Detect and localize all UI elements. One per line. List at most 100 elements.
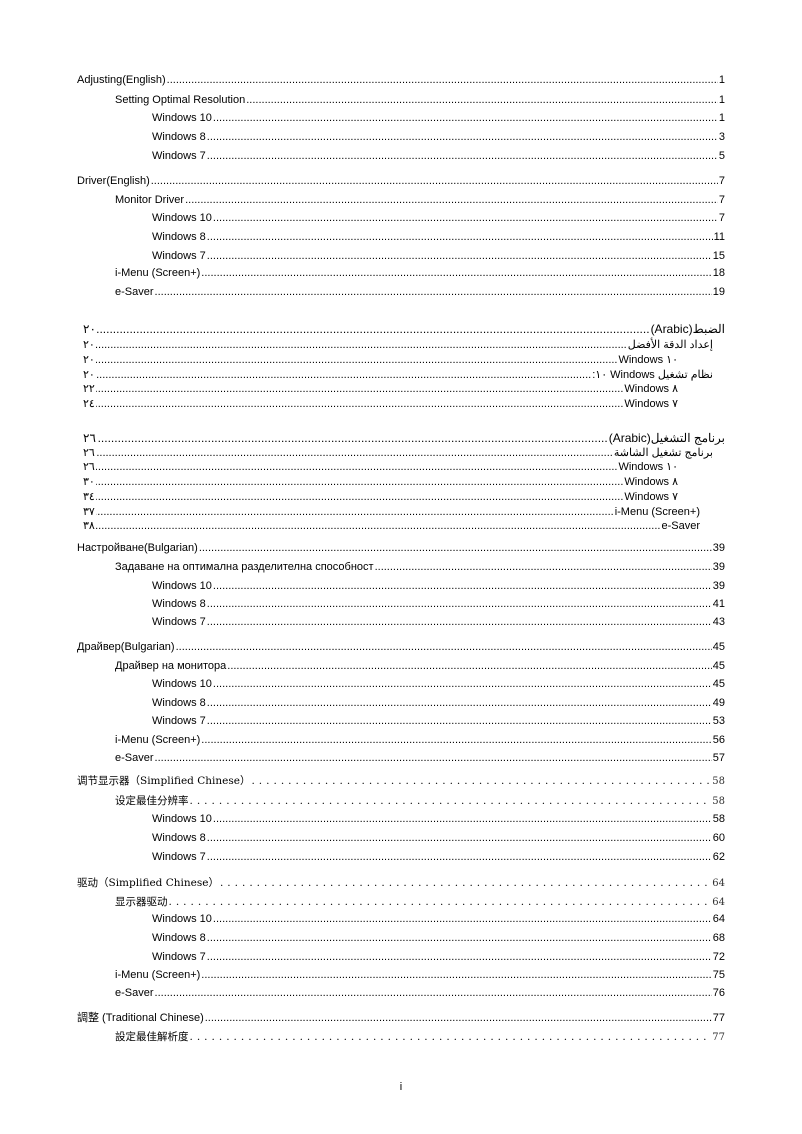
toc-entry-page: 64 xyxy=(712,878,725,889)
toc-entry[interactable]: Windows 7 62 xyxy=(152,850,725,864)
toc-entry[interactable]: (Arabic)برنامج التشغيل ٢٦ xyxy=(83,431,725,445)
toc-entry[interactable]: Windows 7 5 xyxy=(152,149,725,163)
dot-leader xyxy=(96,490,624,504)
toc-entry[interactable]: Windows 8 68 xyxy=(152,931,725,945)
toc-entry[interactable]: Windows 10 1 xyxy=(152,111,725,125)
toc-entry-title: إعداد الدقة الأفضل xyxy=(627,339,713,351)
toc-entry-page: 1 xyxy=(718,94,725,106)
toc-entry-page: 15 xyxy=(712,250,725,262)
toc-entry-page: 45 xyxy=(712,678,725,690)
toc-entry-title: Driver(English) xyxy=(77,175,150,187)
toc-entry[interactable]: (Arabic)الضبط ٢٠ xyxy=(83,322,725,336)
toc-entry-title: Windows 7 xyxy=(152,715,206,727)
toc-entry[interactable]: i-Menu (Screen+) 18 xyxy=(115,266,725,280)
toc-entry[interactable]: Windows ٨ ٣٠ xyxy=(83,475,678,489)
dot-leader xyxy=(207,230,713,244)
toc-entry[interactable]: 調整 (Traditional Chinese) 77 xyxy=(77,1011,725,1025)
toc-entry-page: 19 xyxy=(712,286,725,298)
toc-entry[interactable]: Windows ١٠ ٢٦ xyxy=(83,460,678,474)
toc-entry-title: Windows 10 xyxy=(152,678,212,690)
page-number: i xyxy=(399,1081,403,1093)
toc-entry[interactable]: نظام تشغيل Windows ١٠: ٢٠ xyxy=(83,368,713,382)
toc-entry[interactable]: Windows ٨ ٢٢ xyxy=(83,382,678,396)
toc-entry[interactable]: برنامج تشغيل الشاشة ٢٦ xyxy=(83,446,713,460)
toc-entry[interactable]: Windows 8 41 xyxy=(152,597,725,611)
toc-entry[interactable]: Задаване на оптимална разделителна спосо… xyxy=(115,560,725,574)
dot-leader xyxy=(151,174,718,188)
dot-leader xyxy=(190,794,712,808)
toc-entry[interactable]: e-Saver 57 xyxy=(115,751,725,765)
toc-entry[interactable]: i-Menu (Screen+) ٣٧ xyxy=(83,505,700,519)
toc-entry[interactable]: 驱动（Simplified Chinese） 64 xyxy=(77,876,725,891)
dot-leader xyxy=(96,338,627,352)
toc-entry[interactable]: Windows ٧ ٢٤ xyxy=(83,397,678,411)
toc-entry[interactable]: Windows ١٠ ٢٠ xyxy=(83,353,678,367)
toc-entry[interactable]: e-Saver ٣٨ xyxy=(83,519,700,533)
toc-entry-title: i-Menu (Screen+) xyxy=(115,969,201,981)
dot-leader xyxy=(169,895,712,909)
toc-entry-page: ٢٤ xyxy=(83,398,95,410)
dot-leader xyxy=(96,519,661,533)
toc-entry[interactable]: 显示器驱动 64 xyxy=(115,895,725,910)
toc-entry-title: 显示器驱动 xyxy=(115,896,168,908)
toc-entry-page: ٢٠ xyxy=(83,354,95,366)
toc-entry[interactable]: Driver(English) 7 xyxy=(77,174,725,188)
toc-entry[interactable]: e-Saver 19 xyxy=(115,285,725,299)
dot-leader xyxy=(207,615,712,629)
toc-entry-page: ٣٤ xyxy=(83,491,95,503)
toc-entry-title: e-Saver xyxy=(115,286,154,298)
toc-entry[interactable]: 設定最佳解析度 77 xyxy=(115,1030,725,1045)
toc-entry[interactable]: 调节显示器（Simplified Chinese） 58 xyxy=(77,774,725,789)
toc-entry[interactable]: Настройване(Bulgarian) 39 xyxy=(77,541,725,555)
toc-entry[interactable]: Setting Optimal Resolution 1 xyxy=(115,93,725,107)
toc-entry[interactable]: Windows 10 58 xyxy=(152,812,725,826)
toc-entry-page: 57 xyxy=(712,752,725,764)
dot-leader xyxy=(96,382,624,396)
toc-entry-page: 39 xyxy=(712,580,725,592)
toc-entry[interactable]: Windows 8 11 xyxy=(152,230,725,244)
toc-entry[interactable]: 设定最佳分辨率 58 xyxy=(115,794,725,809)
toc-entry[interactable]: إعداد الدقة الأفضل ٢٠ xyxy=(83,338,713,352)
toc-entry-title: Windows ١٠ xyxy=(618,461,678,473)
toc-entry[interactable]: Windows 8 60 xyxy=(152,831,725,845)
toc-entry[interactable]: i-Menu (Screen+) 56 xyxy=(115,733,725,747)
toc-entry-title: e-Saver xyxy=(115,987,154,999)
toc-entry-page: 7 xyxy=(718,194,725,206)
toc-entry[interactable]: Windows 8 3 xyxy=(152,130,725,144)
dot-leader xyxy=(97,322,650,336)
toc-entry[interactable]: Windows 8 49 xyxy=(152,696,725,710)
toc-entry[interactable]: Adjusting(English) 1 xyxy=(77,73,725,87)
toc-entry[interactable]: Драйвер на монитора 45 xyxy=(115,659,725,673)
toc-entry-title: برنامج تشغيل الشاشة xyxy=(613,447,713,459)
toc-entry-page: 43 xyxy=(712,616,725,628)
toc-entry[interactable]: Драйвер(Bulgarian) 45 xyxy=(77,640,725,654)
dot-leader xyxy=(199,541,712,555)
toc-entry[interactable]: Windows 7 53 xyxy=(152,714,725,728)
dot-leader xyxy=(213,579,712,593)
dot-leader xyxy=(96,475,624,489)
toc-entry-title: e-Saver xyxy=(115,752,154,764)
toc-entry-title: Windows 7 xyxy=(152,951,206,963)
dot-leader xyxy=(207,597,712,611)
toc-entry[interactable]: Monitor Driver 7 xyxy=(115,193,725,207)
toc-entry[interactable]: Windows ٧ ٣٤ xyxy=(83,490,678,504)
dot-leader xyxy=(167,73,718,87)
dot-leader xyxy=(213,812,712,826)
toc-entry[interactable]: i-Menu (Screen+) 75 xyxy=(115,968,725,982)
toc-entry-title: Adjusting(English) xyxy=(77,74,166,86)
toc-entry[interactable]: e-Saver 76 xyxy=(115,986,725,1000)
toc-entry[interactable]: Windows 10 7 xyxy=(152,211,725,225)
toc-entry-title: Драйвер(Bulgarian) xyxy=(77,641,175,653)
toc-entry-title: Windows 10 xyxy=(152,112,212,124)
toc-entry[interactable]: Windows 10 64 xyxy=(152,912,725,926)
toc-entry-page: 72 xyxy=(712,951,725,963)
toc-entry[interactable]: Windows 7 15 xyxy=(152,249,725,263)
toc-entry-page: 49 xyxy=(712,697,725,709)
toc-entry[interactable]: Windows 10 45 xyxy=(152,677,725,691)
toc-entry-title: Windows 8 xyxy=(152,231,206,243)
toc-entry[interactable]: Windows 10 39 xyxy=(152,579,725,593)
dot-leader xyxy=(201,733,711,747)
toc-entry[interactable]: Windows 7 72 xyxy=(152,950,725,964)
toc-entry-title: Настройване(Bulgarian) xyxy=(77,542,198,554)
toc-entry[interactable]: Windows 7 43 xyxy=(152,615,725,629)
